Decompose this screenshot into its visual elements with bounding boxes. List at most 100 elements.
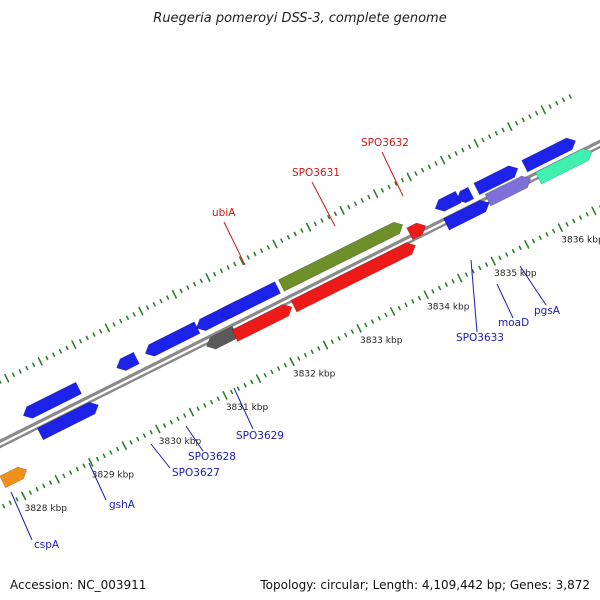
minor-tick: [293, 231, 297, 237]
minor-tick: [169, 419, 173, 425]
gene-label: SPO3633: [456, 332, 504, 344]
minor-tick: [280, 238, 284, 243]
major-tick: [238, 256, 245, 266]
minor-tick: [236, 386, 240, 391]
minor-tick: [213, 271, 217, 277]
scale-label: 3829 kbp: [92, 470, 135, 480]
gene-label: gshA: [109, 499, 136, 511]
minor-tick: [350, 329, 354, 334]
minor-tick: [25, 365, 29, 371]
minor-tick: [129, 440, 133, 445]
major-tick: [205, 273, 211, 282]
minor-tick: [116, 446, 120, 452]
minor-tick: [481, 137, 485, 143]
minor-tick: [52, 352, 56, 357]
minor-tick: [485, 262, 489, 267]
scale-label: 3834 kbp: [427, 303, 470, 313]
gene-feature: [442, 199, 490, 231]
minor-tick: [427, 164, 431, 170]
minor-tick: [246, 255, 250, 260]
scale-label: 3832 kbp: [293, 370, 336, 380]
minor-tick: [300, 228, 304, 233]
minor-tick: [371, 319, 375, 324]
minor-tick: [404, 302, 408, 308]
minor-tick: [320, 218, 324, 223]
major-tick: [104, 323, 110, 333]
gene-label: moaD: [498, 317, 529, 329]
scale-label: 3830 kbp: [159, 437, 202, 447]
major-tick: [272, 239, 278, 249]
gene-label: SPO3631: [292, 167, 340, 179]
map-title: Ruegeria pomeroyi DSS-3, complete genome: [153, 11, 446, 26]
major-tick: [289, 357, 295, 367]
gene-label: SPO3627: [172, 467, 220, 479]
leader-line: [311, 181, 336, 227]
gene-feature: [535, 148, 593, 185]
minor-tick: [260, 248, 264, 253]
minor-tick: [400, 178, 405, 183]
minor-tick: [438, 285, 442, 291]
minor-tick: [152, 302, 156, 307]
minor-tick: [387, 184, 391, 190]
gene-features: [0, 137, 593, 489]
gene-label: cspA: [34, 539, 60, 551]
minor-tick: [561, 97, 566, 102]
major-tick: [524, 240, 530, 249]
minor-tick: [69, 470, 73, 475]
minor-tick: [578, 215, 582, 220]
leader-line: [381, 151, 404, 197]
minor-tick: [210, 399, 214, 405]
inner-tick-track: [2, 205, 600, 509]
leader-line: [223, 221, 246, 266]
minor-tick: [42, 483, 46, 489]
minor-tick: [535, 110, 539, 116]
minor-tick: [266, 245, 270, 250]
minor-tick: [521, 117, 525, 123]
minor-tick: [99, 328, 103, 334]
minor-tick: [444, 282, 448, 287]
minor-tick: [532, 238, 536, 244]
minor-tick: [414, 171, 418, 176]
minor-tick: [347, 204, 351, 210]
minor-tick: [505, 252, 509, 257]
major-tick: [507, 122, 513, 131]
minor-tick: [163, 423, 167, 428]
minor-tick: [528, 114, 532, 119]
minor-tick: [95, 456, 100, 462]
leader-line: [88, 462, 107, 501]
minor-tick: [555, 100, 559, 106]
minor-tick: [384, 312, 388, 318]
minor-tick: [344, 332, 348, 338]
gene-feature: [231, 304, 293, 342]
minor-tick: [18, 369, 22, 374]
major-tick: [339, 206, 345, 215]
minor-tick: [125, 315, 129, 321]
minor-tick: [216, 396, 220, 401]
minor-tick: [78, 339, 83, 344]
minor-tick: [203, 403, 207, 408]
minor-tick: [11, 372, 15, 378]
major-tick: [255, 374, 262, 383]
minor-tick: [75, 466, 79, 472]
major-tick: [591, 206, 597, 216]
major-tick: [440, 155, 446, 165]
minor-tick: [58, 349, 62, 354]
scale-labels: 3828 kbp 3829 kbp 3830 kbp 3831 kbp 3832 kbp…: [25, 236, 600, 514]
minor-tick: [585, 212, 589, 217]
minor-tick: [186, 285, 190, 290]
minor-tick: [253, 251, 257, 257]
minor-tick: [501, 127, 505, 133]
minor-tick: [333, 211, 337, 217]
minor-tick: [468, 144, 472, 149]
gene-feature: [290, 242, 416, 313]
minor-tick: [538, 235, 542, 240]
minor-tick: [447, 154, 451, 160]
minor-tick: [461, 147, 465, 153]
major-tick: [88, 458, 94, 467]
minor-tick: [451, 279, 455, 284]
major-tick: [121, 441, 127, 451]
accession-text: Accession: NC_003911: [10, 578, 147, 592]
minor-tick: [511, 248, 515, 254]
minor-tick: [478, 265, 482, 271]
minor-tick: [15, 497, 19, 502]
